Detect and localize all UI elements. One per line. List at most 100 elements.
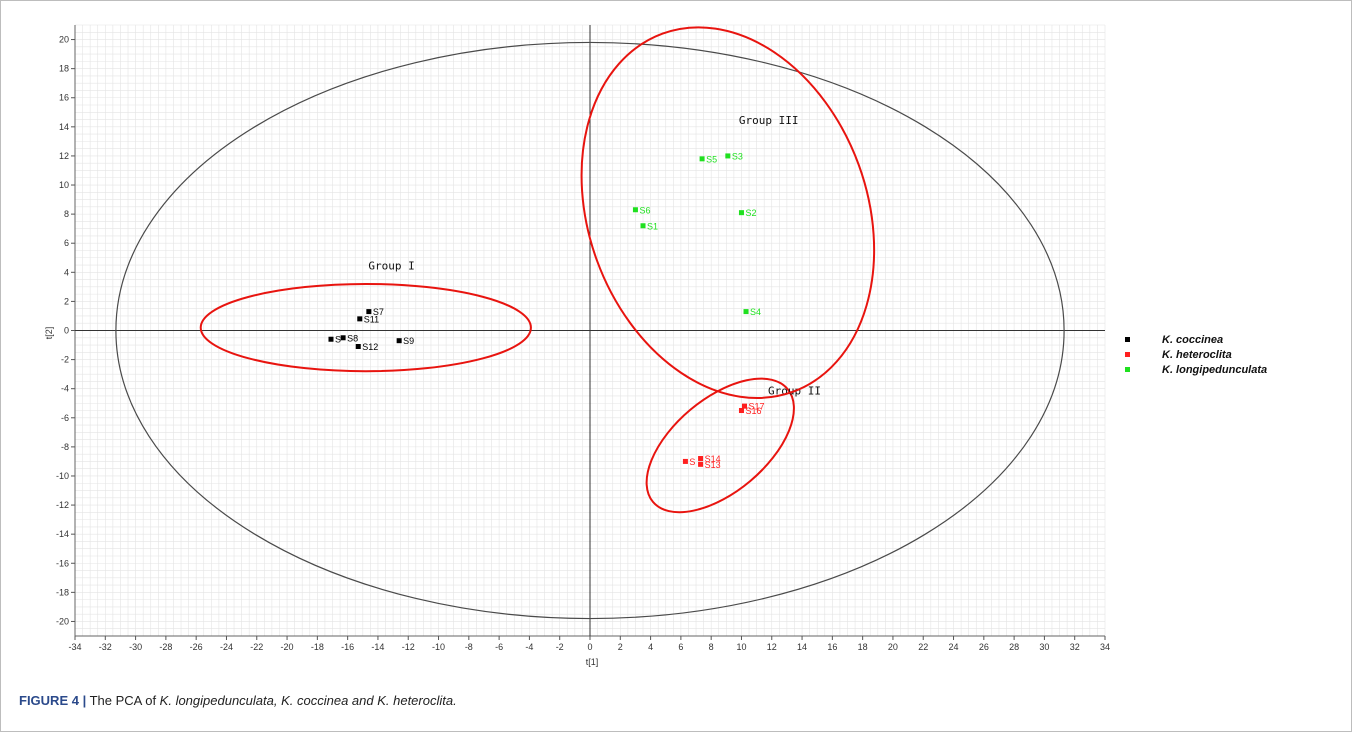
data-point (698, 461, 704, 467)
point-label: S1 (647, 221, 658, 231)
y-tick-label: 6 (64, 238, 69, 248)
legend-item: K. coccinea (1125, 332, 1267, 347)
x-tick-label: -8 (465, 642, 473, 652)
y-tick-label: -8 (61, 442, 69, 452)
data-point (743, 309, 749, 315)
x-tick-label: 30 (1039, 642, 1049, 652)
point-label: S13 (705, 460, 721, 470)
data-point (698, 456, 704, 462)
data-point (640, 223, 646, 229)
y-tick-label: 2 (64, 296, 69, 306)
legend-swatch (1125, 352, 1130, 357)
legend-label: K. longipedunculata (1162, 363, 1268, 376)
data-point (725, 153, 731, 159)
data-point (357, 316, 363, 322)
point-label: S2 (745, 208, 756, 218)
y-tick-label: 8 (64, 209, 69, 219)
x-tick-label: 18 (858, 642, 868, 652)
hotelling-ellipse (115, 41, 1065, 620)
y-tick-label: 20 (59, 35, 69, 45)
point-label: S16 (745, 406, 761, 416)
x-tick-label: -16 (341, 642, 354, 652)
group-label: Group III (739, 114, 799, 127)
figure-caption: FIGURE 4 | The PCA of K. longipedunculat… (19, 693, 457, 708)
group-label: Group I (368, 259, 414, 272)
data-point (355, 344, 361, 350)
x-tick-label: 14 (797, 642, 807, 652)
point-label: S9 (403, 336, 414, 346)
x-tick-label: 24 (949, 642, 959, 652)
y-tick-label: -4 (61, 384, 69, 394)
y-tick-label: 4 (64, 267, 69, 277)
group-ellipse (199, 282, 532, 373)
x-tick-label: 2 (618, 642, 623, 652)
point-label: S3 (732, 151, 743, 161)
legend: K. coccinea K. heteroclita K. longipeduncu… (1125, 332, 1267, 377)
caption-figure-label: FIGURE 4 | (19, 693, 87, 708)
point-label: S17 (749, 402, 765, 412)
y-tick-label: -6 (61, 413, 69, 423)
x-tick-label: 20 (888, 642, 898, 652)
group-ellipse (645, 377, 795, 514)
tick-labels: -34 -32 -30 -28 -26 -24 -22 -20 -18 -16 -14 -12 -10-… (56, 35, 1110, 652)
x-tick-label: -30 (129, 642, 142, 652)
data-point (738, 210, 744, 216)
x-tick-label: 16 (827, 642, 837, 652)
x-tick-label: 6 (678, 642, 683, 652)
legend-label: K. heteroclita (1162, 348, 1232, 361)
x-tick-label: -34 (68, 642, 81, 652)
y-tick-label: -12 (56, 500, 69, 510)
legend-item: K. longipedunculata (1125, 362, 1267, 377)
y-tick-label: -14 (56, 529, 69, 539)
y-tick-label: 10 (59, 180, 69, 190)
legend-swatch (1125, 337, 1130, 342)
y-tick-label: -18 (56, 587, 69, 597)
x-tick-label: -10 (432, 642, 445, 652)
x-tick-label: 26 (979, 642, 989, 652)
caption-species: K. longipedunculata, K. coccinea and K. … (159, 693, 457, 708)
y-tick-label: 18 (59, 64, 69, 74)
x-tick-label: -20 (281, 642, 294, 652)
point-label: S12 (362, 342, 378, 352)
x-tick-label: 8 (709, 642, 714, 652)
x-tick-label: 10 (736, 642, 746, 652)
x-tick-label: -4 (525, 642, 533, 652)
pca-score-plot: -34 -32 -30 -28 -26 -24 -22 -20 -18 -16 -14 -12 -10-… (44, 24, 1110, 667)
x-tick-label: -18 (311, 642, 324, 652)
data-point (328, 336, 334, 342)
legend-label: K. coccinea (1162, 333, 1224, 346)
legend-item: K. heteroclita (1125, 347, 1267, 362)
legend-swatch (1125, 367, 1130, 372)
point-label: S7 (373, 307, 384, 317)
x-tick-label: 32 (1070, 642, 1080, 652)
x-tick-label: -12 (402, 642, 415, 652)
data-point (366, 309, 372, 315)
y-tick-label: -20 (56, 616, 69, 626)
data-point (340, 335, 346, 341)
point-label: S5 (706, 154, 717, 164)
x-tick-label: -32 (99, 642, 112, 652)
y-tick-label: -16 (56, 558, 69, 568)
group-ellipse (580, 26, 876, 399)
x-tick-label: -22 (250, 642, 263, 652)
data-point (699, 156, 705, 162)
point-label: S (689, 457, 695, 467)
x-tick-label: 4 (648, 642, 653, 652)
confidence-ellipse (115, 41, 1065, 620)
caption-text: The PCA of (86, 693, 160, 708)
point-label: S11 (364, 314, 379, 324)
x-tick-label: -6 (495, 642, 503, 652)
y-tick-label: -10 (56, 471, 69, 481)
point-label: S8 (347, 333, 358, 343)
point-label: S4 (750, 307, 761, 317)
y-tick-label: -2 (61, 355, 69, 365)
x-tick-label: 0 (587, 642, 592, 652)
x-tick-label: 28 (1009, 642, 1019, 652)
y-tick-label: 16 (59, 93, 69, 103)
y-tick-label: 12 (59, 151, 69, 161)
x-tick-label: 12 (767, 642, 777, 652)
x-axis-label: t[1] (586, 657, 599, 667)
